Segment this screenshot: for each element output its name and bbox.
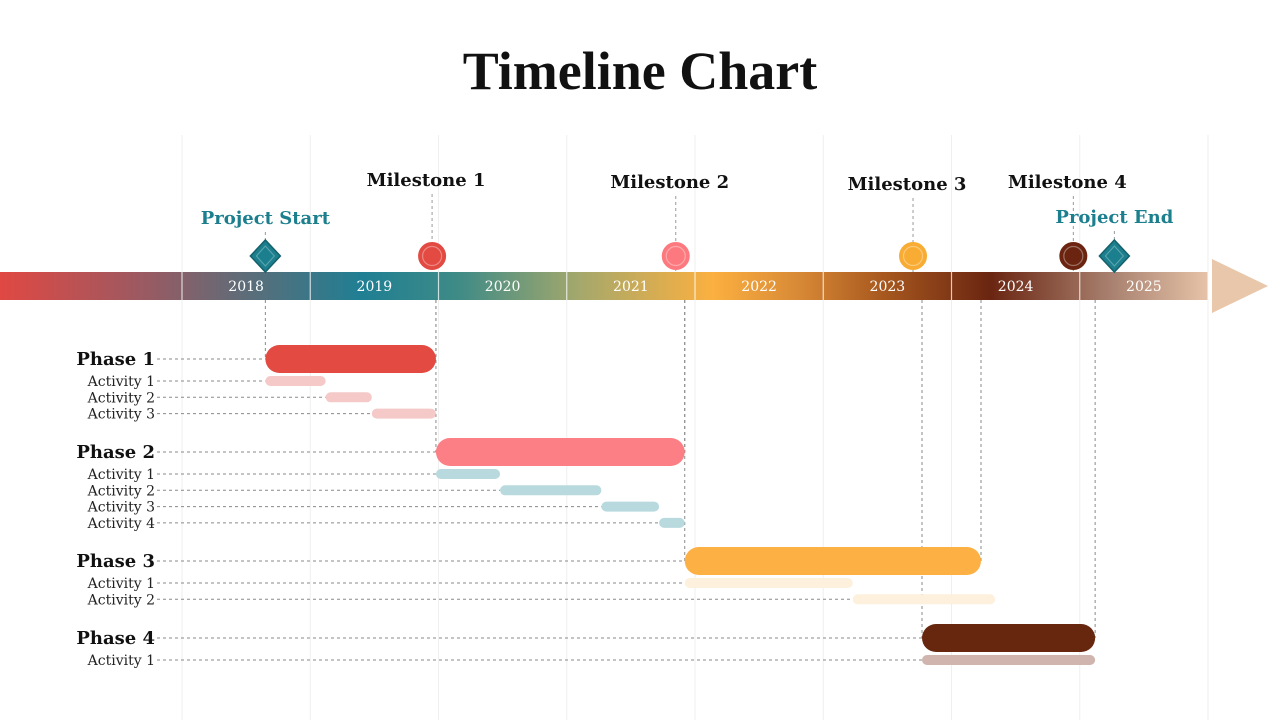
milestone-marker-ring <box>902 245 924 267</box>
milestone-marker[interactable] <box>661 242 690 270</box>
activity-label: Activity 2 <box>87 592 155 608</box>
phase-bar[interactable] <box>435 438 685 466</box>
project-boundary-label: Project Start <box>201 208 331 229</box>
activity-bar[interactable] <box>435 469 501 479</box>
activity-bar[interactable] <box>371 408 436 419</box>
activity-bar[interactable] <box>659 517 685 528</box>
activity-label: Activity 2 <box>87 390 155 406</box>
activity-label: Activity 1 <box>87 576 155 592</box>
milestone-marker[interactable] <box>1059 242 1088 270</box>
year-tick-label: 2018 <box>228 279 264 295</box>
activity-bar[interactable] <box>500 485 602 496</box>
project-diamond-inner <box>1104 245 1125 267</box>
activity-bar[interactable] <box>265 376 326 386</box>
year-tick-label: 2021 <box>613 279 649 295</box>
activity-label: Activity 3 <box>87 500 155 516</box>
activity-bar[interactable] <box>684 578 853 588</box>
milestone-marker-ring <box>1063 245 1084 267</box>
year-tick-label: 2025 <box>1126 279 1162 295</box>
phase-label: Phase 4 <box>76 628 155 649</box>
year-tick-label: 2023 <box>870 279 906 295</box>
project-boundary-label: Project End <box>1055 207 1173 228</box>
year-tick-label: 2020 <box>485 279 521 295</box>
phase-label: Phase 3 <box>76 551 155 572</box>
project-diamond-marker[interactable] <box>249 238 282 274</box>
activity-bar[interactable] <box>325 392 372 403</box>
phase-bar[interactable] <box>922 624 1096 652</box>
year-tick-label: 2019 <box>357 279 393 295</box>
activity-label: Activity 4 <box>87 516 155 532</box>
year-tick-label: 2022 <box>741 279 777 295</box>
timeline-axis-band <box>0 272 1208 300</box>
milestone-label: Milestone 3 <box>848 174 967 195</box>
project-diamond-marker[interactable] <box>1098 238 1131 274</box>
timeline-arrow-head <box>1212 259 1268 313</box>
activity-label: Activity 1 <box>87 374 155 390</box>
phase-bar[interactable] <box>684 547 981 575</box>
activity-label: Activity 1 <box>87 653 155 669</box>
project-diamond-inner <box>255 245 276 267</box>
activity-label: Activity 1 <box>87 467 155 483</box>
activity-bar[interactable] <box>601 501 660 512</box>
milestone-marker[interactable] <box>899 242 928 270</box>
year-tick-label: 2024 <box>998 279 1034 295</box>
activity-bar[interactable] <box>922 655 1096 665</box>
milestone-marker[interactable] <box>418 242 447 270</box>
activity-label: Activity 2 <box>87 483 155 499</box>
phase-bar[interactable] <box>265 345 436 373</box>
activity-label: Activity 3 <box>87 407 155 423</box>
chart-title: Timeline Chart <box>462 41 818 101</box>
milestone-label: Milestone 2 <box>610 172 729 193</box>
milestone-label: Milestone 4 <box>1008 172 1127 193</box>
milestone-marker-ring <box>665 245 686 267</box>
milestone-label: Milestone 1 <box>367 170 486 191</box>
activity-bar[interactable] <box>852 594 996 605</box>
phase-label: Phase 2 <box>76 442 155 463</box>
milestone-marker-ring <box>421 245 443 267</box>
phase-label: Phase 1 <box>76 349 155 370</box>
